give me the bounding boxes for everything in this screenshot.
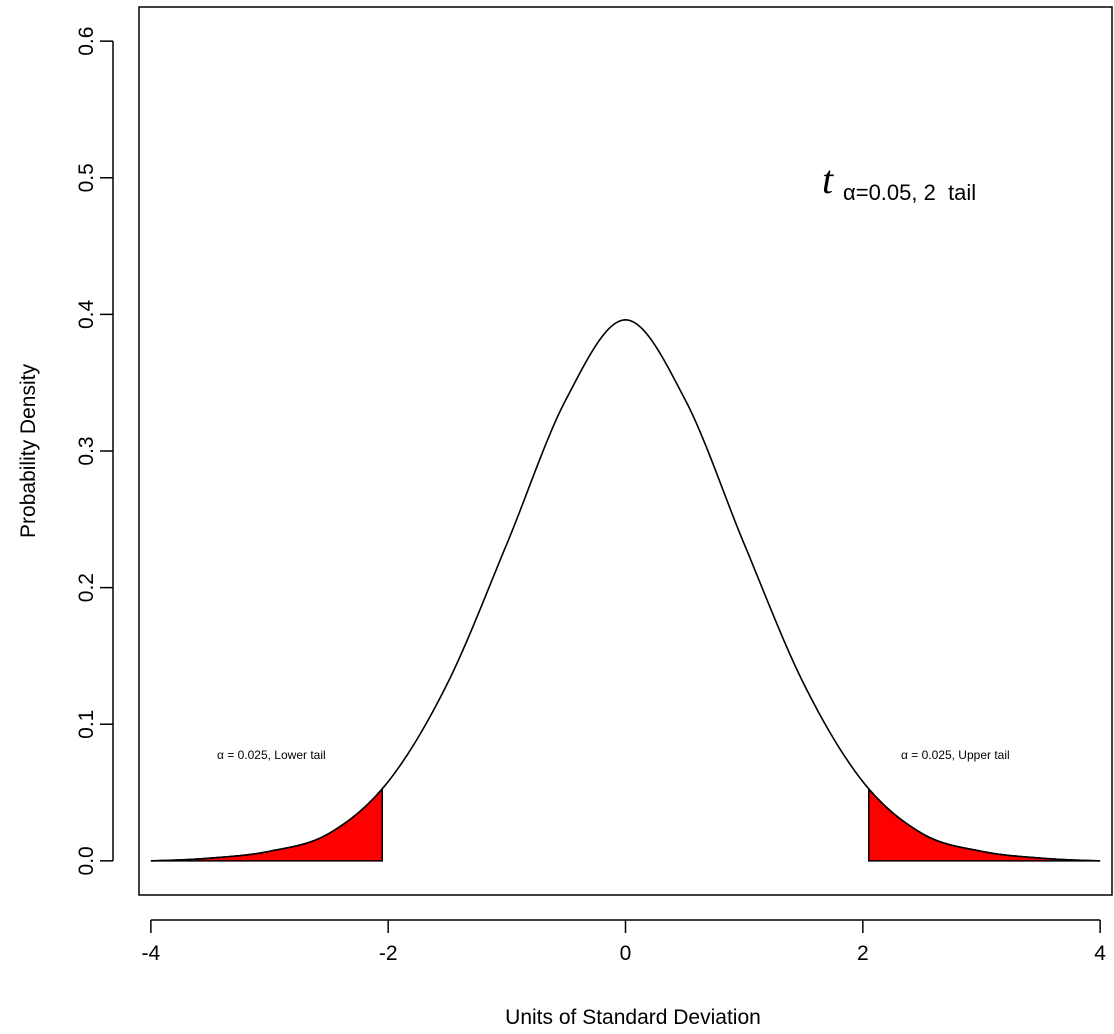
y-axis: 0.0 0.1 0.2 0.3 0.4 0.5 0.6 — [75, 27, 114, 875]
t-alpha-symbol: t — [822, 157, 834, 202]
density-curve-line — [150, 319, 1101, 862]
x-tick-label: -2 — [379, 942, 398, 965]
y-tick-label: 0.4 — [75, 299, 98, 329]
t-alpha-label: t α=0.05, 2 tail — [822, 157, 976, 205]
x-tick-label: 4 — [1094, 942, 1106, 965]
y-tick-label: 0.6 — [75, 27, 98, 56]
plot-frame — [138, 6, 1113, 896]
x-tick-label: 0 — [620, 942, 632, 965]
t-alpha-subscript: α=0.05, 2 tail — [843, 180, 976, 205]
density-curve — [150, 319, 1101, 862]
y-tick-label: 0.0 — [75, 846, 98, 875]
y-axis-title: Probability Density — [17, 364, 40, 538]
x-tick-label: -4 — [142, 942, 161, 965]
upper-tail-annotation: α = 0.025, Upper tail — [901, 748, 1010, 762]
y-tick-label: 0.2 — [75, 573, 98, 602]
x-tick-label: 2 — [857, 942, 869, 965]
y-tick-label: 0.5 — [75, 163, 98, 192]
y-tick-label: 0.1 — [75, 710, 98, 739]
y-tick-label: 0.3 — [75, 436, 98, 465]
lower-tail-annotation: α = 0.025, Lower tail — [217, 748, 326, 762]
x-axis: -4 -2 0 2 4 — [142, 919, 1106, 965]
x-axis-title: Units of Standard Deviation — [505, 1006, 761, 1029]
